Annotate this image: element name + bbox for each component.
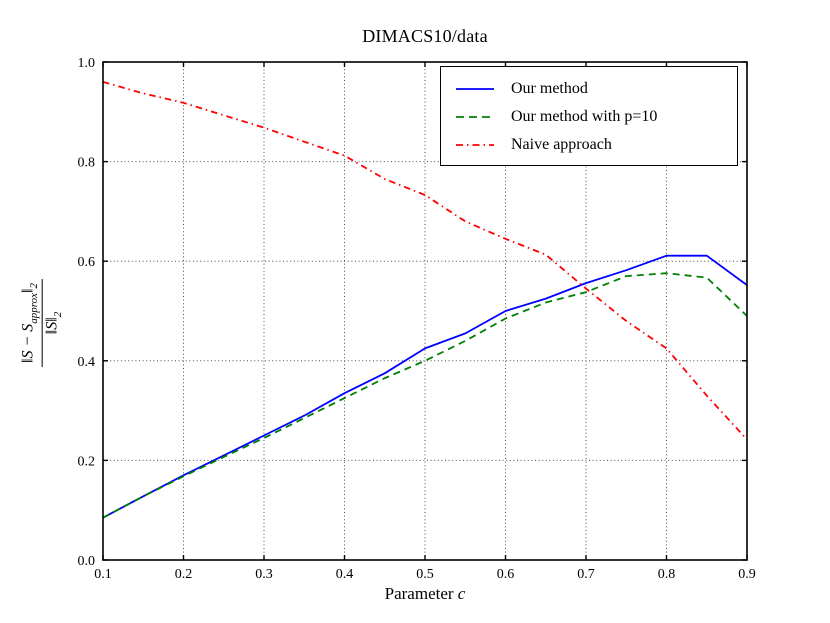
legend-item-our-method-p10: Our method with p=10	[455, 103, 727, 131]
y-tick-label: 0.2	[78, 454, 96, 469]
chart-title: DIMACS10/data	[362, 26, 488, 46]
y-tick-label: 0.0	[78, 554, 96, 569]
legend-label: Our method with p=10	[511, 108, 658, 125]
x-tick-label: 0.7	[577, 567, 595, 582]
x-tick-label: 0.6	[497, 567, 515, 582]
legend-line-dashed-icon	[456, 116, 494, 118]
legend-label: Naive approach	[511, 136, 612, 153]
legend-line-dashdot-icon	[456, 144, 494, 146]
x-axis-label: Parameter c	[103, 584, 747, 604]
series-line-1	[102, 272, 748, 519]
x-tick-label: 0.2	[175, 567, 193, 582]
y-tick-label: 0.4	[78, 355, 96, 370]
y-tick-label: 0.6	[78, 255, 96, 270]
y-tick-label: 1.0	[78, 56, 96, 71]
x-axis-label-variable: c	[457, 584, 466, 603]
x-tick-label: 0.1	[94, 567, 112, 582]
x-axis-label-text: Parameter	[384, 584, 454, 603]
legend: Our method Our method with p=10 Naive ap…	[440, 66, 738, 166]
x-tick-label: 0.4	[336, 567, 354, 582]
x-tick-label: 0.5	[416, 567, 434, 582]
series-line-0	[102, 254, 748, 519]
y-axis-label: ‖S − Sapprox‖2 ‖S‖2	[19, 278, 65, 368]
fraction-numerator: ‖S − Sapprox‖2	[19, 278, 43, 368]
legend-line-solid-icon	[456, 88, 494, 90]
y-axis-fraction: ‖S − Sapprox‖2 ‖S‖2	[19, 278, 65, 368]
x-tick-label: 0.9	[738, 567, 756, 582]
legend-label: Our method	[511, 80, 588, 97]
y-tick-label: 0.8	[78, 156, 96, 171]
x-tick-label: 0.3	[255, 567, 273, 582]
series-line-2	[102, 81, 748, 441]
legend-item-our-method: Our method	[455, 75, 727, 103]
legend-item-naive-approach: Naive approach	[455, 131, 727, 159]
fraction-denominator: ‖S‖2	[43, 311, 64, 335]
x-tick-label: 0.8	[658, 567, 676, 582]
